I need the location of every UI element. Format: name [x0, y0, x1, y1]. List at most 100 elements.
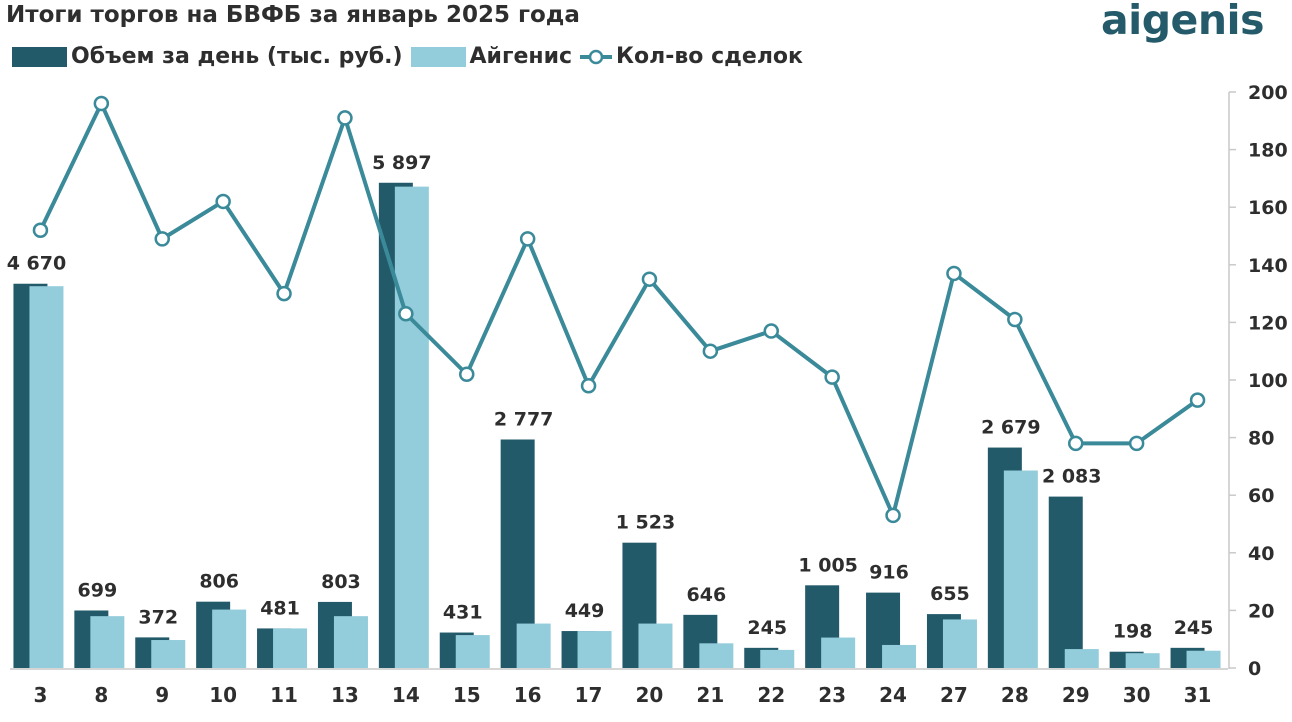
- bar-data-label: 1 005: [798, 554, 858, 576]
- legend-item-aigenis: Айгенис: [410, 44, 573, 69]
- y-tick-label: 20: [1248, 600, 1274, 622]
- x-tick-label: 23: [818, 683, 846, 707]
- bar-aigenis: [1186, 650, 1221, 668]
- line-point: [763, 323, 779, 339]
- bar-data-label: 245: [747, 617, 787, 639]
- bar-aigenis: [90, 616, 125, 668]
- bar-data-label: 449: [565, 600, 605, 622]
- line-point: [459, 366, 475, 382]
- x-tick-label: 9: [155, 683, 169, 707]
- bar-data-label: 646: [687, 584, 727, 606]
- x-tick-label: 24: [879, 683, 907, 707]
- x-tick-label: 11: [270, 683, 298, 707]
- bar-aigenis: [760, 649, 795, 668]
- line-point: [580, 378, 597, 394]
- y-tick-label: 140: [1248, 255, 1288, 277]
- bar-data-label: 481: [260, 597, 300, 619]
- bar-aigenis: [1003, 470, 1038, 668]
- line-point: [946, 265, 962, 282]
- line-point: [824, 369, 840, 385]
- bar-aigenis: [212, 609, 247, 668]
- x-tick-label: 8: [94, 683, 108, 707]
- bar-aigenis: [577, 631, 612, 668]
- line-point: [276, 285, 292, 302]
- line-point: [215, 193, 231, 210]
- x-tick-label: 15: [453, 683, 481, 707]
- bar-data-label: 2 083: [1042, 466, 1102, 488]
- line-point: [702, 343, 719, 359]
- line-point: [641, 271, 658, 287]
- x-tick-label: 29: [1062, 683, 1090, 707]
- chart-title: Итоги торгов на БВФБ за январь 2025 года: [6, 2, 580, 28]
- line-point: [337, 110, 353, 126]
- bar-aigenis: [394, 186, 429, 668]
- y-tick-label: 180: [1248, 140, 1288, 162]
- x-tick-label: 31: [1184, 683, 1212, 707]
- bar-aigenis: [699, 643, 734, 668]
- bar-data-label: 806: [199, 571, 239, 593]
- line-point: [32, 222, 49, 238]
- x-tick-label: 22: [757, 683, 785, 707]
- line-point: [1068, 435, 1084, 452]
- bar-data-label: 5 897: [372, 152, 432, 174]
- line-point: [885, 507, 901, 524]
- x-tick-label: 21: [696, 683, 724, 707]
- legend-label-volume: Объем за день (тыс. руб.): [71, 44, 403, 69]
- bar-data-label: 2 679: [981, 417, 1041, 439]
- bar-data-label: 655: [930, 583, 970, 605]
- y-tick-label: 120: [1248, 312, 1288, 334]
- legend-item-deals: Кол-во сделок: [580, 44, 803, 69]
- legend-label-aigenis: Айгенис: [469, 44, 573, 69]
- y-tick-label: 60: [1248, 485, 1274, 507]
- bar-data-label: 803: [321, 571, 361, 593]
- bar-aigenis: [638, 623, 673, 668]
- bar-aigenis: [333, 616, 368, 668]
- bar-aigenis: [942, 619, 977, 668]
- line-point: [93, 95, 110, 112]
- bar-aigenis: [516, 623, 551, 668]
- x-tick-label: 27: [940, 683, 968, 707]
- legend-swatch-deals: [580, 49, 613, 64]
- y-tick-label: 80: [1248, 428, 1274, 450]
- bar-volume: [1048, 496, 1083, 668]
- bar-aigenis: [29, 286, 64, 668]
- bar-aigenis: [882, 644, 917, 668]
- bar-data-label: 372: [138, 606, 178, 628]
- bar-data-label: 431: [443, 602, 483, 624]
- chart-legend: Объем за день (тыс. руб.) Айгенис Кол-во…: [12, 44, 811, 69]
- x-tick-label: 16: [514, 683, 542, 707]
- y-tick-label: 100: [1248, 370, 1288, 392]
- bar-data-label: 245: [1174, 617, 1214, 639]
- bar-data-label: 2 777: [494, 408, 554, 430]
- line-point: [1189, 392, 1206, 408]
- x-tick-label: 17: [575, 683, 603, 707]
- y-tick-label: 40: [1248, 543, 1274, 565]
- aigenis-logo: aigenis: [1100, 0, 1265, 44]
- x-tick-label: 13: [331, 683, 359, 707]
- line-point: [398, 306, 414, 322]
- x-tick-label: 28: [1001, 683, 1029, 707]
- line-point: [519, 231, 536, 247]
- line-deals: [38, 101, 1199, 518]
- legend-swatch-aigenis: [410, 46, 466, 67]
- x-tick-label: 10: [209, 683, 237, 707]
- y-tick-label: 200: [1248, 82, 1288, 104]
- x-tick-label: 14: [392, 683, 420, 707]
- bar-data-label: 198: [1113, 621, 1153, 643]
- y-tick-label: 0: [1248, 658, 1261, 680]
- legend-label-deals: Кол-во сделок: [616, 44, 803, 69]
- line-point: [1128, 435, 1145, 452]
- x-tick-label: 3: [33, 683, 47, 707]
- bar-data-label: 916: [869, 562, 909, 584]
- bar-aigenis: [821, 637, 856, 668]
- bar-aigenis: [1125, 653, 1160, 668]
- x-tick-label: 30: [1123, 683, 1151, 707]
- line-point: [154, 231, 170, 247]
- bar-data-label: 699: [78, 579, 118, 601]
- bar-data-label: 4 670: [7, 253, 67, 275]
- y-tick-label: 160: [1248, 197, 1288, 219]
- bar-aigenis: [273, 628, 308, 668]
- x-tick-label: 20: [636, 683, 664, 707]
- bar-aigenis: [455, 635, 490, 668]
